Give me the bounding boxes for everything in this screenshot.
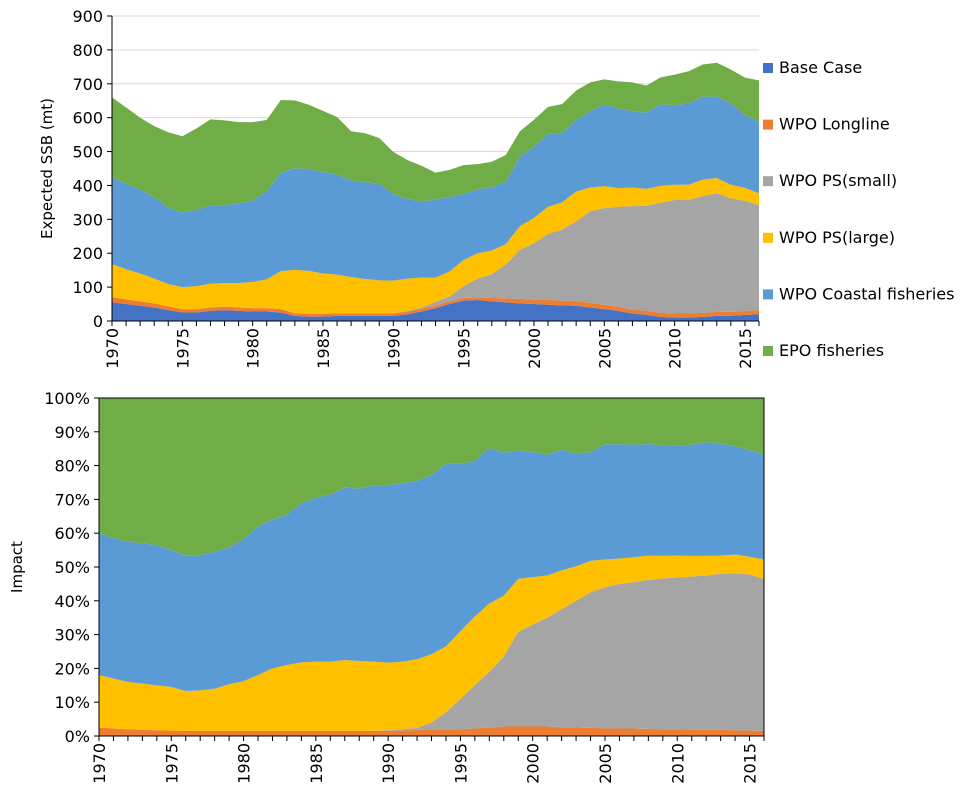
y-tick-label: 0% <box>65 727 90 746</box>
y-tick-label: 300 <box>72 210 103 229</box>
y-axis-title: Expected SSB (mt) <box>38 98 56 239</box>
legend-label-wpo-ps-small: WPO PS(small) <box>779 171 897 190</box>
area-epo-fisheries <box>112 62 759 213</box>
x-tick-label: 1980 <box>244 328 263 369</box>
area-wpo-ps-small <box>99 573 764 731</box>
y-tick-label: 10% <box>54 693 90 712</box>
x-tick-label: 2015 <box>736 328 755 369</box>
y-tick-label: 700 <box>72 75 103 94</box>
legend-label-wpo-coastal-fisheries: WPO Coastal fisheries <box>779 284 954 303</box>
y-tick-label: 0 <box>93 312 103 331</box>
y-tick-label: 600 <box>72 109 103 128</box>
area-base-case <box>112 299 759 321</box>
area-wpo-coastal-fisheries <box>99 442 764 692</box>
y-tick-label: 70% <box>54 490 90 509</box>
y-tick-label: 500 <box>72 143 103 162</box>
x-tick-label: 2000 <box>525 328 544 369</box>
legend-label-wpo-longline: WPO Longline <box>779 115 890 134</box>
y-tick-label: 40% <box>54 592 90 611</box>
x-tick-label: 1995 <box>451 743 470 784</box>
legend-label-base-case: Base Case <box>779 58 862 77</box>
y-tick-label: 900 <box>72 7 103 26</box>
area-wpo-ps-small <box>112 193 759 314</box>
bottom-chart-impact: 0% 10% 20% 30% 40% 50% 60% 70% 80% 90% 100% 1970 197… <box>8 389 765 784</box>
top-chart-ssb: 0 100 200 300 400 500 600 700 800 900 1970 1975 1980… <box>38 7 954 369</box>
legend-label-wpo-ps-large: WPO PS(large) <box>779 228 895 247</box>
x-tick-label: 2010 <box>668 743 687 784</box>
x-tick-label: 1985 <box>307 743 326 784</box>
area-wpo-longline <box>112 297 759 318</box>
area-wpo-coastal-fisheries <box>112 96 759 288</box>
y-tick-label: 20% <box>54 659 90 678</box>
y-tick-label: 30% <box>54 626 90 645</box>
legend-swatch-wpo-ps-large <box>763 232 773 243</box>
y-tick-label: 60% <box>54 524 90 543</box>
y-tick-label: 80% <box>54 457 90 476</box>
x-tick-label: 1975 <box>173 328 192 369</box>
y-tick-label: 50% <box>54 558 90 577</box>
area-wpo-ps-large <box>99 554 764 731</box>
x-tick-label: 1990 <box>384 328 403 369</box>
y-tick-label: 200 <box>72 244 103 263</box>
x-tick-label: 1980 <box>235 743 254 784</box>
legend-swatch-wpo-coastal-fisheries <box>763 289 773 300</box>
y-tick-label: 400 <box>72 176 103 195</box>
legend-swatch-wpo-longline <box>763 119 773 130</box>
x-tick-label: 2015 <box>741 743 760 784</box>
x-tick-label: 2010 <box>666 328 685 369</box>
y-tick-label: 100 <box>72 278 103 297</box>
y-tick-label: 800 <box>72 41 103 60</box>
y-tick-label: 90% <box>54 423 90 442</box>
x-tick-label: 1985 <box>314 328 333 369</box>
x-tick-label: 1995 <box>455 328 474 369</box>
x-tick-label: 1990 <box>379 743 398 784</box>
x-tick-label: 2005 <box>596 743 615 784</box>
x-tick-label: 1970 <box>103 328 122 369</box>
area-wpo-longline <box>99 726 764 736</box>
legend-swatch-base-case <box>763 63 773 73</box>
x-tick-label: 1970 <box>90 743 109 784</box>
x-tick-label: 1975 <box>162 743 181 784</box>
legend-label-epo-fisheries: EPO fisheries <box>779 341 884 360</box>
x-tick-label: 2000 <box>524 743 543 784</box>
area-epo-fisheries <box>99 398 764 556</box>
y-tick-label: 100% <box>44 389 90 408</box>
area-wpo-ps-large <box>112 177 759 314</box>
x-tick-label: 2005 <box>595 328 614 369</box>
legend-swatch-epo-fisheries <box>763 346 773 356</box>
y-axis-title: Impact <box>8 541 26 593</box>
legend-swatch-wpo-ps-small <box>763 176 773 187</box>
